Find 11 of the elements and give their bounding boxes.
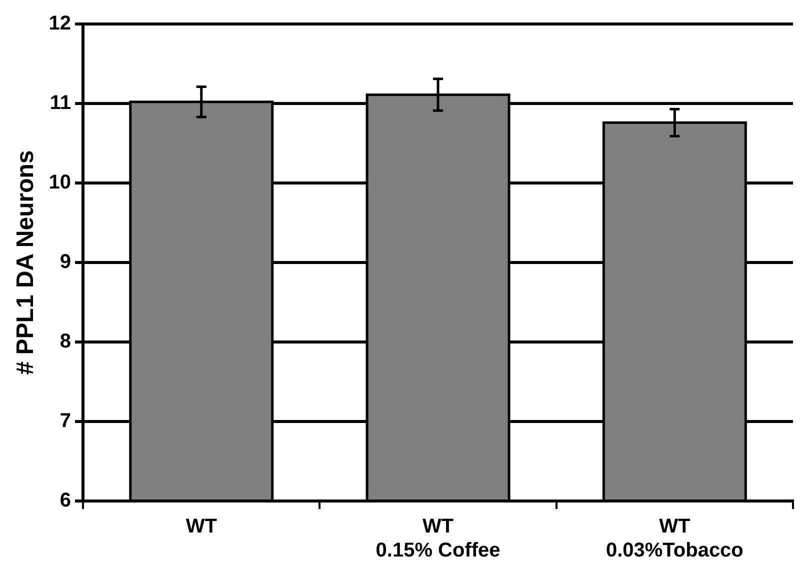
y-tick-label: 11 xyxy=(50,92,72,114)
y-tick-label: 12 xyxy=(48,12,72,35)
y-tick-label: 9 xyxy=(60,251,72,274)
y-tick-label: 6 xyxy=(60,490,72,512)
y-tick-label: 10 xyxy=(48,172,72,194)
x-tick-label: WT 0.03%Tobacco xyxy=(606,516,744,562)
y-axis-title: # PPL1 DA Neurons xyxy=(12,150,40,375)
x-tick-label: WT 0.15% Coffee xyxy=(376,516,500,562)
y-tick-label: 8 xyxy=(60,330,72,353)
x-tick-label: WT xyxy=(186,516,217,538)
y-tick-label: 7 xyxy=(60,410,72,432)
